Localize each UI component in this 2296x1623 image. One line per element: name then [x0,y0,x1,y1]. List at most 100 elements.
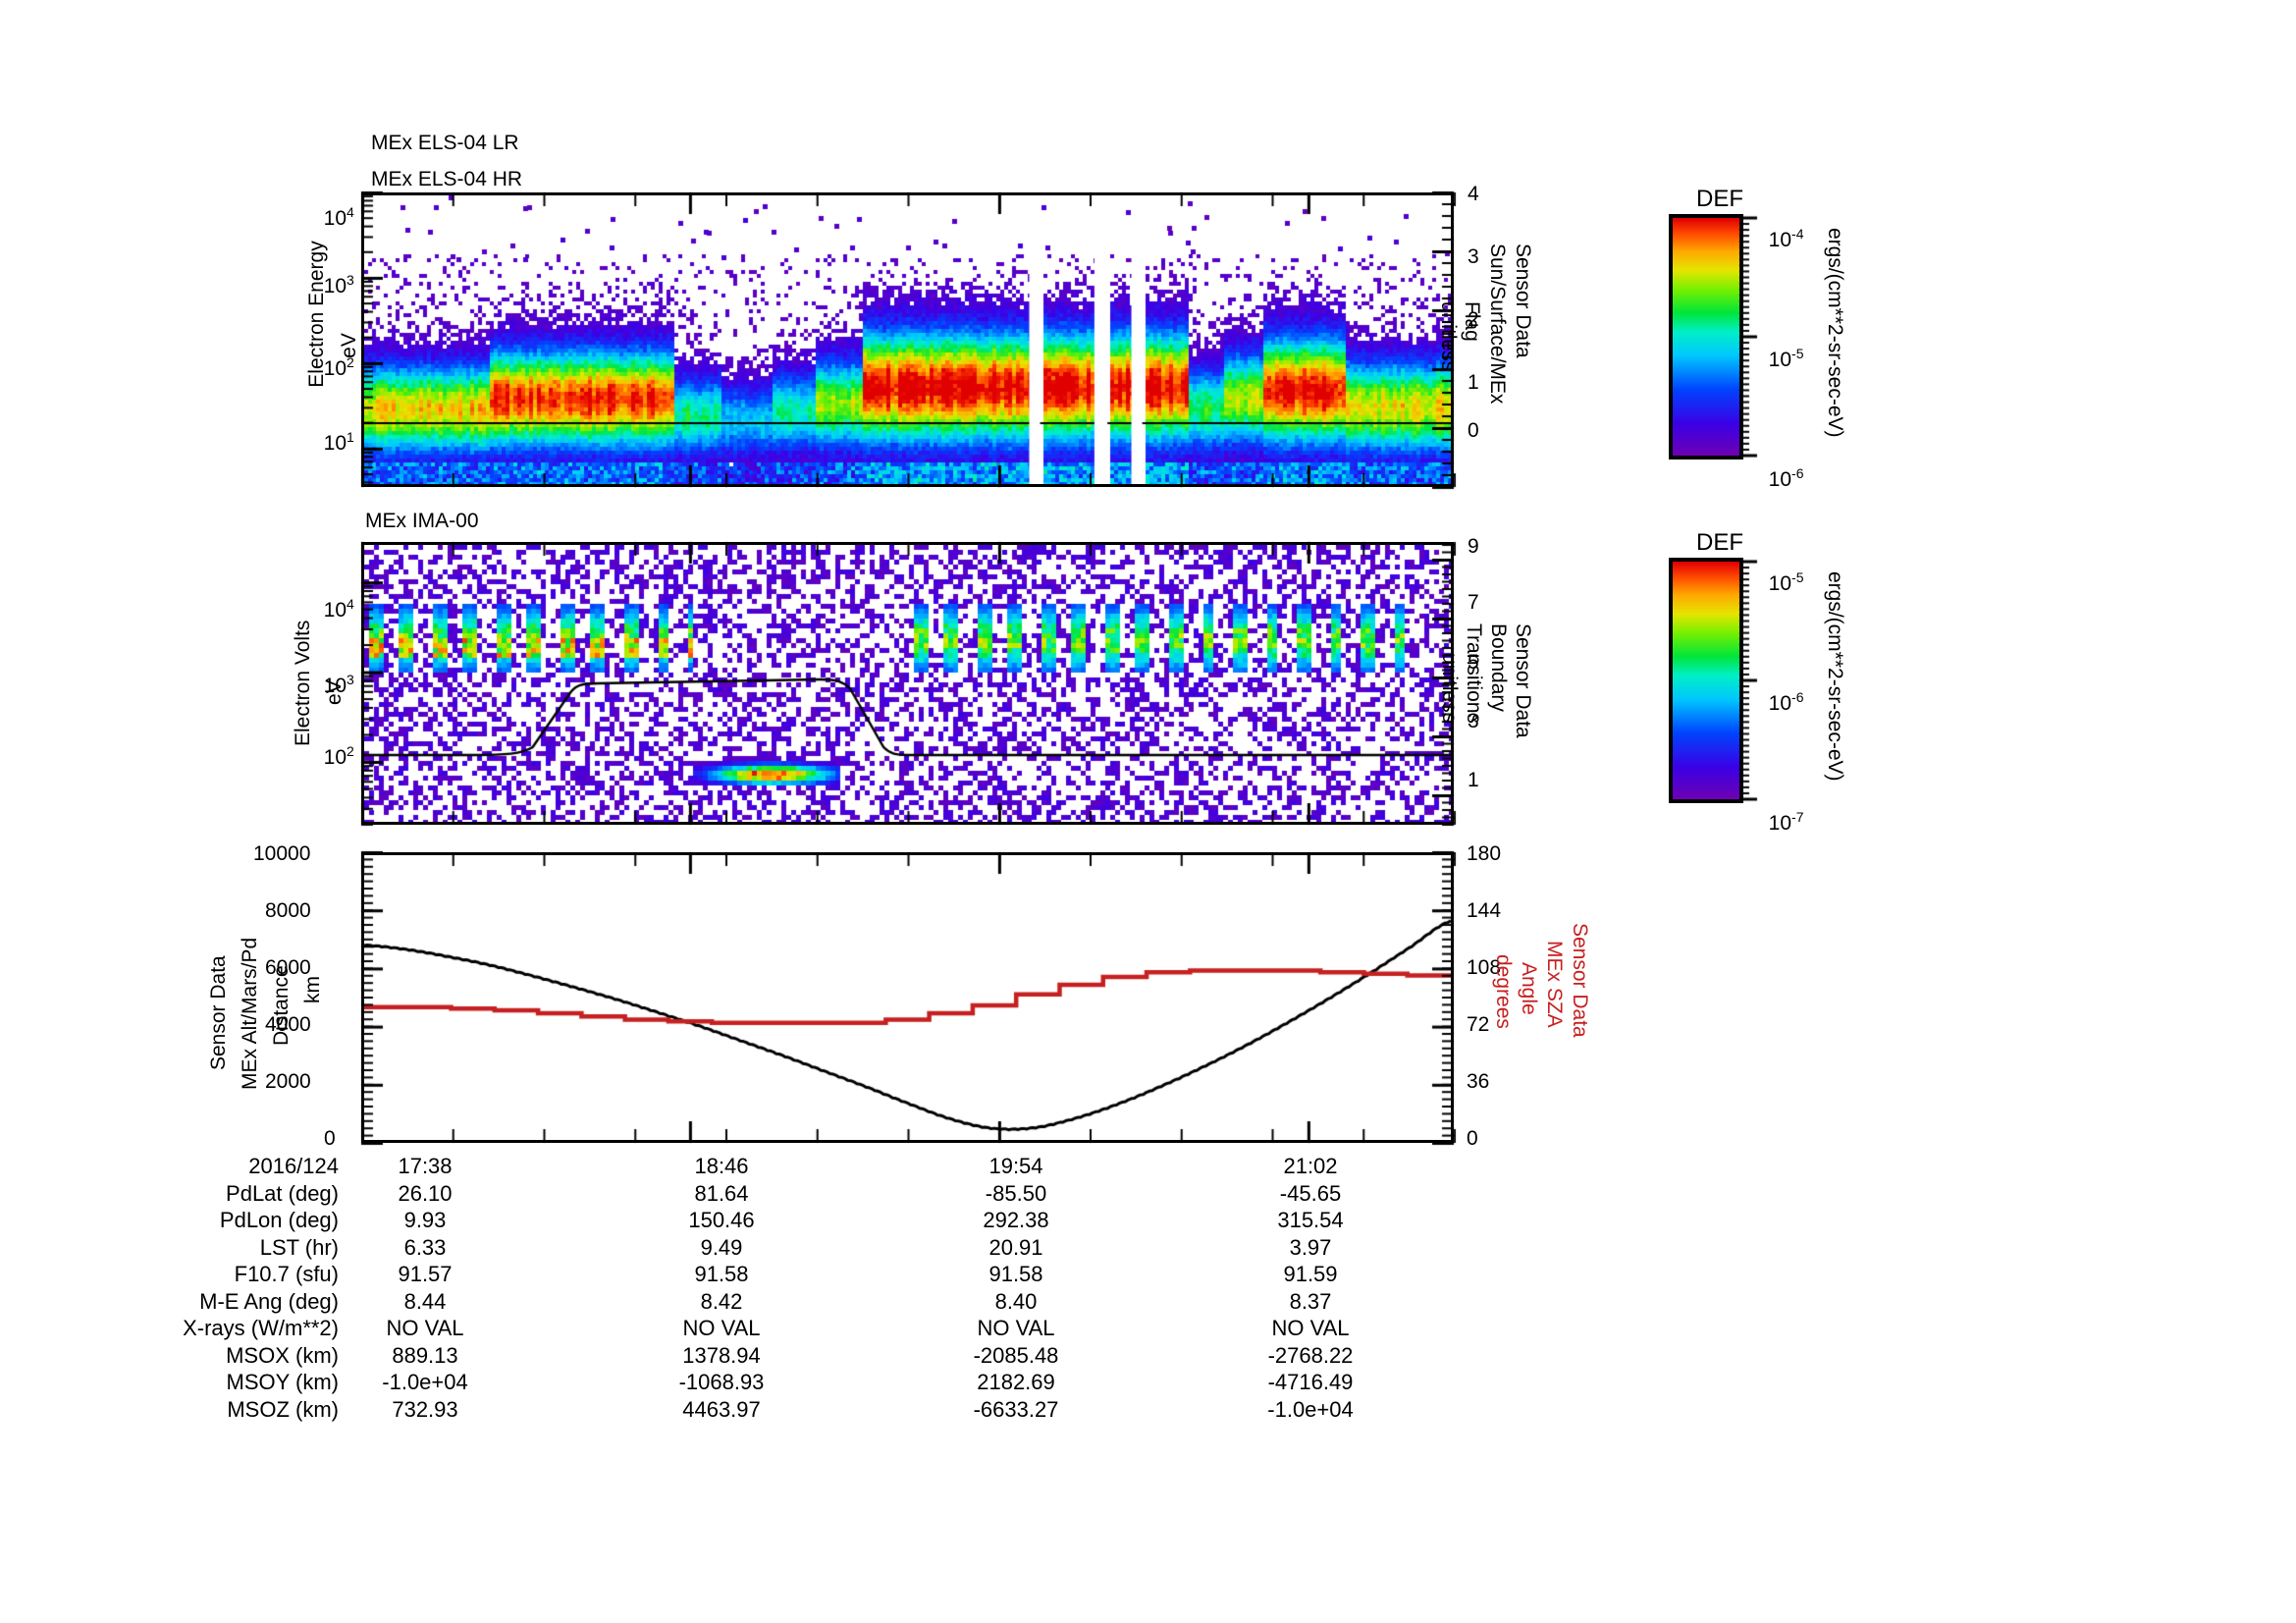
table-cell: 150.46 [688,1208,755,1232]
table-row-label: MSOY (km) [226,1370,339,1394]
panel3-right-tick-0: 0 [1467,1127,1478,1150]
panel3-plot-area [361,852,1454,1143]
panel1-right-tick-3: 3 [1468,245,1479,268]
panel1-ytick-1e3: 103 [323,272,354,298]
colorbar2-tick-mid: 10-6 [1768,689,1804,715]
table-row-label: M-E Ang (deg) [199,1288,339,1314]
panel3-right-tick-180: 180 [1467,842,1502,865]
table-row-label: MSOZ (km) [227,1396,339,1422]
panel1-right-tick-1: 1 [1468,371,1479,394]
table-cell: 20.91 [988,1234,1043,1260]
panel1-title-lr: MEx ELS-04 LR [371,132,519,154]
colorbar2 [1669,558,1743,803]
colorbar2-units: ergs/(cm**2-sr-sec-eV) [1824,571,1846,782]
table-cell: 8.37 [1289,1288,1332,1314]
colorbar2-tick-bot: 10-7 [1768,809,1804,835]
panel1-right-axis-label: Sensor Data [1512,243,1534,358]
panel3-right-axis-label3: Angle [1518,962,1540,1015]
table-cell: -4716.49 [1267,1370,1354,1394]
panel2-plot-area [361,542,1454,825]
panel2-title: MEx IMA-00 [365,510,479,532]
panel1-spectrogram [364,195,1451,484]
table-cell: 81.64 [694,1180,749,1206]
table-cell: -1.0e+04 [1267,1396,1354,1422]
colorbar1-units: ergs/(cm**2-sr-sec-eV) [1824,228,1846,438]
panel1-right-tick-0: 0 [1468,419,1479,442]
colorbar1 [1669,214,1743,460]
table-cell: -6633.27 [973,1396,1059,1422]
table-cell: 4463.97 [682,1396,761,1422]
panel2-ytick-1e4: 104 [323,596,354,622]
panel3-right-axis-label4: degrees [1492,954,1515,1029]
table-cell: 1378.94 [682,1342,761,1368]
colorbar1-tick-mid: 10-5 [1768,346,1804,371]
table-cell: NO VAL [977,1316,1055,1340]
table-cell: -1068.93 [678,1370,765,1394]
table-cell: 26.10 [398,1180,453,1206]
table-cell: 91.57 [398,1262,453,1286]
table-cell: 19:54 [988,1154,1043,1178]
panel1-ylabel: Electron Energy [305,241,328,388]
panel2-right-axis-label3: Transitions [1463,623,1485,724]
table-cell: 889.13 [392,1342,458,1368]
table-cell: 3.97 [1289,1234,1332,1260]
table-cell: 2182.69 [977,1370,1055,1394]
table-cell: NO VAL [682,1316,761,1340]
table-cell: 732.93 [392,1396,458,1422]
panel1-right-tick-4: 4 [1468,183,1479,205]
table-cell: NO VAL [1271,1316,1350,1340]
table-cell: -2085.48 [973,1342,1059,1368]
colorbar2-title: DEF [1696,529,1743,556]
table-row-label: X-rays (W/m**2) [183,1316,339,1340]
panel3-ytick-10000: 10000 [253,842,311,865]
panel2-ytick-1e3: 103 [323,672,354,697]
panel3-right-axis-label1: Sensor Data [1569,923,1591,1038]
table-row-label: MSOX (km) [226,1342,339,1368]
colorbar1-title: DEF [1696,186,1743,212]
table-cell: NO VAL [386,1316,464,1340]
table-cell: 21:02 [1283,1154,1338,1178]
panel1-ytick-1e1: 101 [323,429,354,455]
table-cell: 8.42 [700,1288,743,1314]
table-cell: 17:38 [398,1154,453,1178]
panel2-ylabel: Electron Volts [292,620,314,746]
panel3-ytick-0: 0 [324,1127,336,1150]
panel2-right-axis-label4: unitless [1438,653,1461,724]
table-cell: -2768.22 [1267,1342,1354,1368]
panel1-ytick-1e4: 104 [323,204,354,230]
panel2-right-axis-label: Sensor Data [1512,623,1534,738]
colorbar2-tick-top: 10-5 [1768,569,1804,595]
panel2-right-tick-9: 9 [1468,535,1479,558]
panel3-ylabel2: MEx Alt/Mars/Pd [239,937,261,1090]
panel2-right-tick-7: 7 [1468,591,1479,614]
table-cell: 292.38 [983,1208,1049,1232]
panel3-ylabel1: Sensor Data [207,955,230,1070]
panel3-ytick-2000: 2000 [265,1070,311,1093]
panel3-ytick-4000: 4000 [265,1013,311,1036]
table-cell: 91.59 [1283,1262,1338,1286]
table-row-label: PdLat (deg) [226,1180,339,1206]
table-cell: 91.58 [694,1262,749,1286]
panel3-right-tick-36: 36 [1467,1070,1490,1093]
colorbar1-tick-top: 10-4 [1768,226,1804,251]
table-cell: 315.54 [1277,1208,1344,1232]
colorbar1-tick-bot: 10-6 [1768,465,1804,491]
table-cell: 9.49 [700,1234,743,1260]
panel1-title-hr: MEx ELS-04 HR [371,168,523,190]
panel3-lines [364,855,1451,1140]
table-cell: -45.65 [1279,1180,1342,1206]
panel1-right-axis-label2: Sun/Surface/MEx [1486,243,1509,405]
panel3-right-tick-72: 72 [1467,1013,1490,1036]
table-cell: -85.50 [985,1180,1047,1206]
table-cell: 8.40 [994,1288,1038,1314]
table-row-label: PdLon (deg) [219,1208,339,1232]
panel3-right-axis-label2: MEx SZA [1543,941,1566,1028]
table-row-label: 2016/124 [248,1154,339,1178]
panel2-ytick-1e2: 102 [323,743,354,769]
panel3-right-tick-144: 144 [1467,899,1502,922]
panel2-spectrogram [364,545,1451,822]
table-row-label: LST (hr) [259,1234,339,1260]
panel2-right-axis-label2: Boundary [1487,623,1510,712]
panel2-right-tick-1: 1 [1468,769,1479,791]
table-row-label: F10.7 (sfu) [234,1262,339,1286]
